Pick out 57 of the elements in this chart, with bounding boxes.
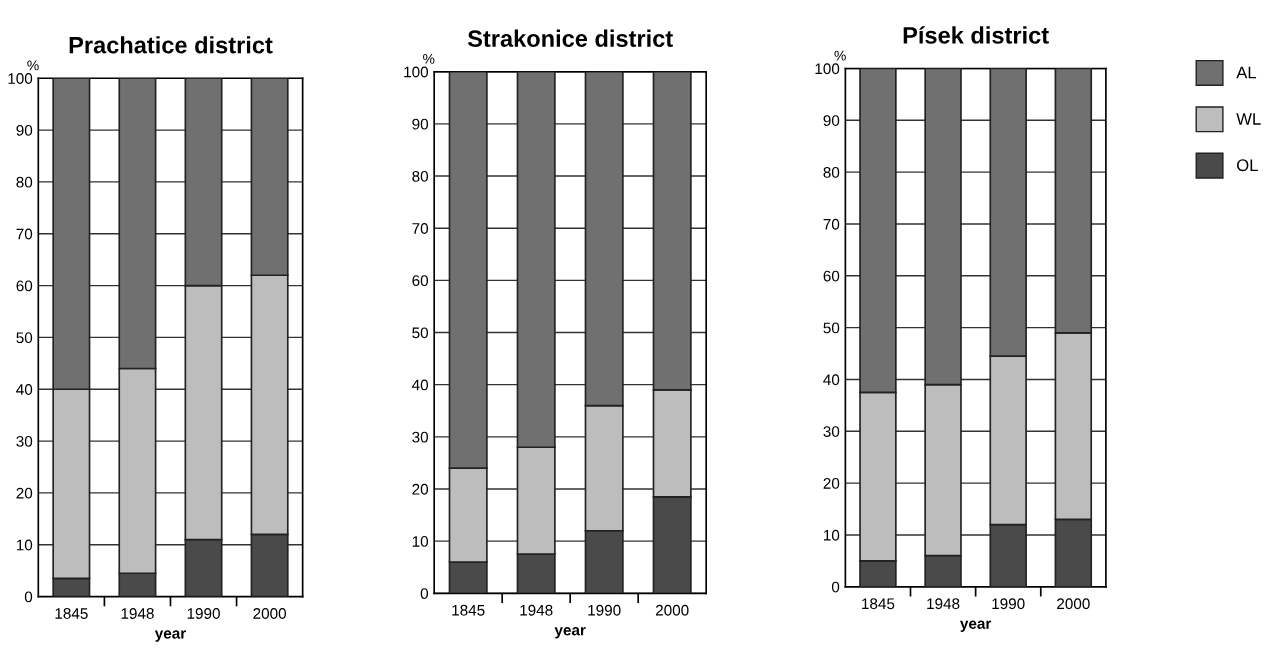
y-tick-label: 70	[412, 223, 429, 234]
x-tick-label: 1948	[121, 608, 154, 619]
y-tick-label: 80	[412, 170, 429, 182]
y-tick-label: 40	[16, 384, 33, 395]
y-tick-label: 40	[411, 379, 429, 391]
y-tick-label: 80	[16, 176, 33, 188]
legend-label: OL	[1237, 159, 1258, 172]
x-tick-label: 1990	[187, 608, 220, 619]
y-tick-label: 20	[823, 478, 840, 489]
y-tick-label: 60	[823, 270, 840, 282]
y-tick-label: 50	[823, 322, 840, 334]
y-tick-label: 10	[823, 529, 840, 541]
y-tick-label: 100	[8, 73, 33, 84]
y-tick-label: 20	[412, 483, 429, 495]
y-tick-label: 30	[412, 431, 429, 443]
y-tick-label: 70	[16, 228, 33, 240]
y-axis-title: %	[834, 50, 846, 61]
y-tick-label: 10	[16, 539, 33, 551]
y-tick-label: 90	[16, 124, 33, 136]
x-tick-label: 1990	[588, 604, 621, 616]
x-tick-label: 1948	[927, 598, 960, 610]
y-tick-label: 100	[404, 66, 429, 78]
legend-label: WL	[1236, 113, 1261, 125]
y-tick-label: 50	[412, 327, 429, 339]
x-tick-label: 1845	[862, 598, 895, 610]
y-tick-label: 70	[823, 218, 840, 230]
y-tick-label: 30	[16, 435, 33, 447]
y-tick-label: 30	[823, 426, 840, 437]
x-axis-title: year	[554, 627, 586, 639]
y-tick-label: 40	[823, 374, 840, 386]
y-axis-title: %	[27, 60, 39, 71]
y-tick-label: 0	[831, 581, 840, 593]
y-tick-label: 90	[412, 118, 429, 130]
x-tick-label: 1845	[55, 608, 88, 619]
x-tick-label: 2000	[655, 604, 689, 616]
chart-title: Písek district	[903, 26, 1049, 44]
x-tick-label: 1948	[520, 604, 553, 616]
x-axis-title: year	[960, 620, 992, 632]
x-tick-label: 2000	[253, 608, 286, 619]
legend-label: AL	[1236, 66, 1257, 79]
x-axis-title: year	[154, 630, 186, 642]
y-tick-label: 90	[823, 115, 840, 126]
x-tick-label: 1845	[452, 604, 485, 616]
y-axis-title: %	[423, 53, 435, 64]
chart-title: Prachatice district	[69, 36, 273, 54]
x-tick-label: 1990	[992, 598, 1025, 610]
x-tick-label: 2000	[1057, 598, 1090, 610]
y-tick-label: 100	[815, 63, 840, 75]
chart-title: Strakonice district	[467, 29, 673, 47]
y-tick-label: 10	[412, 536, 429, 547]
y-tick-label: 80	[823, 167, 840, 178]
y-tick-label: 0	[24, 591, 33, 603]
y-tick-label: 60	[412, 275, 429, 287]
y-tick-label: 60	[16, 280, 33, 292]
y-tick-label: 50	[16, 332, 33, 344]
y-tick-label: 20	[16, 487, 33, 499]
y-tick-label: 0	[420, 588, 429, 600]
